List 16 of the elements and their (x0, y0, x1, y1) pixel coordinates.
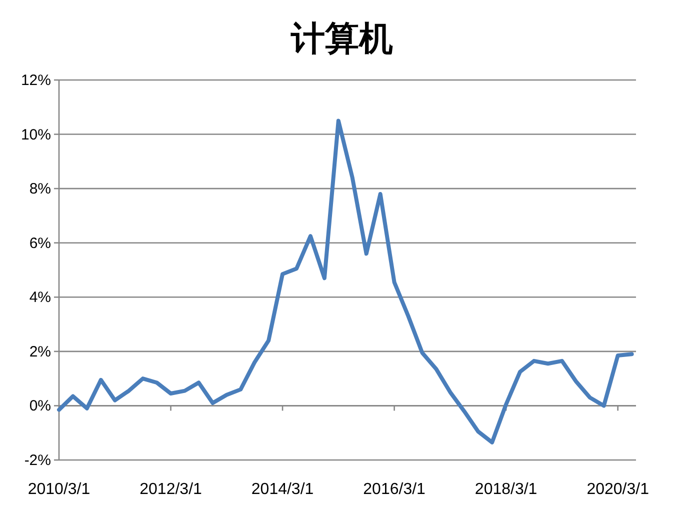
chart-title: 计算机 (290, 21, 393, 58)
y-tick-label: -2% (24, 452, 51, 469)
y-tick-label: 0% (29, 398, 51, 415)
x-tick-label: 2020/3/1 (586, 481, 650, 498)
y-tick-label: 2% (29, 343, 51, 360)
x-tick-label: 2016/3/1 (363, 481, 426, 498)
y-tick-label: 8% (29, 180, 51, 198)
y-tick-label: 10% (20, 126, 51, 144)
y-tick-label: 6% (29, 234, 51, 252)
y-tick-label: 12% (20, 72, 51, 89)
x-tick-label: 2010/3/1 (28, 481, 90, 498)
x-tick-label: 2012/3/1 (140, 481, 202, 498)
x-tick-label: 2018/3/1 (474, 481, 538, 498)
y-tick-label: 4% (29, 289, 51, 306)
x-tick-label: 2014/3/1 (251, 481, 314, 498)
line-series (57, 118, 634, 444)
